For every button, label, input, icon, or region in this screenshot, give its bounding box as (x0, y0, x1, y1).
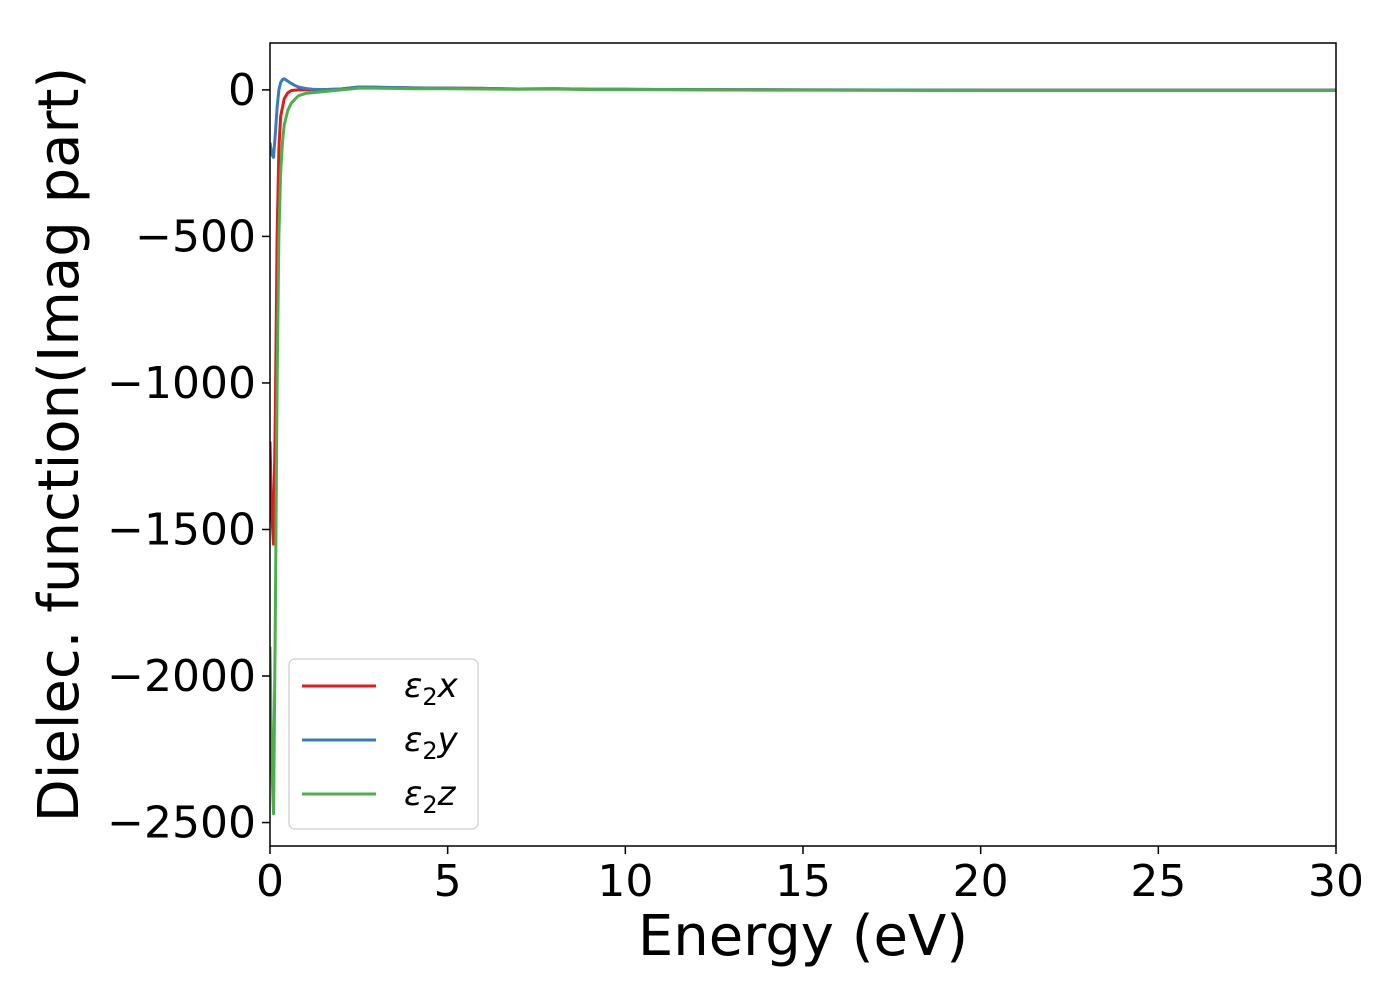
y-tick-label: −2500 (107, 798, 256, 849)
x-tick-label: 10 (597, 856, 653, 907)
y-tick-label: 0 (228, 65, 256, 116)
legend-entry-y: ε2y (404, 720, 459, 765)
x-tick-label: 15 (775, 856, 831, 907)
legend-box (288, 658, 479, 830)
legend-entry-z: ε2z (404, 774, 457, 819)
x-tick-label: 25 (1130, 856, 1186, 907)
legend: ε2x ε2y ε2z (288, 658, 479, 830)
y-tick-label: −1500 (107, 504, 256, 555)
x-axis: 0 5 10 15 20 25 30 (256, 846, 1364, 907)
y-axis: 0 −500 −1000 −1500 −2000 −2500 (107, 65, 270, 849)
y-axis-label: Dielec. function(Imag part) (27, 67, 92, 823)
y-tick-label: −2000 (107, 651, 256, 702)
legend-entry-x: ε2x (404, 666, 459, 711)
y-tick-label: −1000 (107, 358, 256, 409)
x-tick-label: 0 (256, 856, 284, 907)
y-tick-label: −500 (135, 211, 256, 262)
series-line-z (270, 86, 1336, 816)
x-tick-label: 5 (434, 856, 462, 907)
x-tick-label: 20 (953, 856, 1009, 907)
x-axis-label: Energy (eV) (638, 904, 968, 969)
series-line-x (270, 85, 1336, 546)
series-layer (270, 77, 1336, 816)
x-tick-label: 30 (1308, 856, 1364, 907)
